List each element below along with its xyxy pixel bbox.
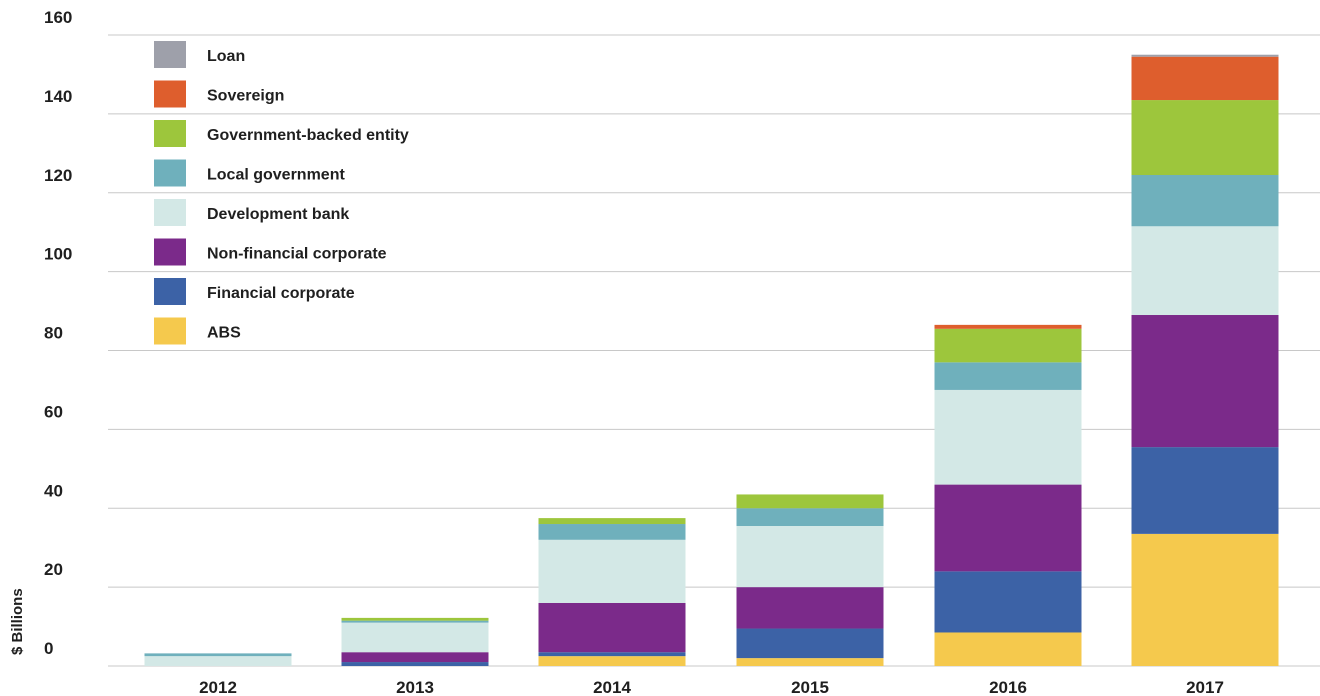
gridlines [108, 34, 1320, 667]
legend-label-non-financial-corporate: Non-financial corporate [207, 246, 387, 263]
bar-segment-2014-government-backed-entity [538, 518, 686, 525]
bar-segment-2017-sovereign [1131, 56, 1279, 101]
bar-segment-2017-development-bank [1131, 226, 1279, 316]
bar-segment-2016-abs [934, 632, 1082, 666]
legend-swatch-abs [154, 317, 186, 345]
bar-segment-2016-government-backed-entity [934, 328, 1082, 363]
bar-segment-2013-government-backed-entity [341, 617, 489, 621]
y-tick-label: 20 [44, 560, 63, 579]
bar-segment-2017-non-financial-corporate [1131, 315, 1279, 448]
bar-segment-2017-loan [1131, 54, 1279, 57]
bar-segment-2014-development-bank [538, 539, 686, 603]
bars [144, 54, 1279, 666]
x-axis-ticks: 2012 2013 2014 2015 2016 2017 [199, 678, 1224, 696]
x-tick-label: 2013 [396, 678, 434, 696]
bar-segment-2013-development-bank [341, 622, 489, 653]
bar-segment-2017-abs [1131, 533, 1279, 666]
bar-segment-2015-government-backed-entity [736, 494, 884, 509]
bar-segment-2012-development-bank [144, 656, 292, 666]
bar-segment-2012-local-government [144, 653, 292, 657]
legend-label-local-government: Local government [207, 167, 345, 184]
y-tick-label: 80 [44, 324, 63, 343]
bar-segment-2015-development-bank [736, 525, 884, 588]
y-tick-label: 40 [44, 481, 63, 500]
legend-label-financial-corporate: Financial corporate [207, 285, 355, 302]
y-axis-ticks: 0 20 40 60 80 100 120 140 160 [44, 8, 72, 658]
bar-segment-2015-financial-corporate [736, 628, 884, 659]
bar-segment-2014-non-financial-corporate [538, 602, 686, 653]
x-tick-label: 2015 [791, 678, 829, 696]
y-tick-label: 160 [44, 8, 72, 27]
legend-swatch-financial-corporate [154, 278, 186, 305]
x-tick-label: 2017 [1186, 678, 1224, 696]
legend-label-government-backed-entity: Government-backed entity [207, 127, 409, 144]
legend-swatch-loan [154, 41, 186, 68]
y-axis-label: $ Billions [9, 588, 26, 655]
bar-segment-2016-local-government [934, 362, 1082, 390]
bar-segment-2015-local-government [736, 508, 884, 526]
legend-label-abs: ABS [207, 325, 241, 342]
x-tick-label: 2016 [989, 678, 1027, 696]
bar-segment-2015-abs [736, 658, 884, 666]
y-tick-label: 120 [44, 166, 72, 185]
legend-swatch-government-backed-entity [154, 120, 186, 147]
bar-segment-2013-local-government [341, 620, 489, 623]
bar-segment-2017-local-government [1131, 175, 1279, 227]
bar-segment-2016-non-financial-corporate [934, 484, 1082, 572]
bar-segment-2014-abs [538, 656, 686, 666]
bar-segment-2017-financial-corporate [1131, 447, 1279, 534]
bar-segment-2016-development-bank [934, 389, 1082, 485]
legend-swatch-local-government [154, 159, 186, 187]
bar-segment-2016-financial-corporate [934, 571, 1082, 633]
x-tick-label: 2014 [593, 678, 631, 696]
legend-swatch-non-financial-corporate [154, 238, 186, 266]
legend-label-sovereign: Sovereign [207, 88, 284, 105]
legend-label-development-bank: Development bank [207, 206, 349, 223]
bar-segment-2016-sovereign [934, 324, 1082, 329]
legend-swatch-development-bank [154, 199, 186, 226]
bar-segment-2015-non-financial-corporate [736, 587, 884, 629]
y-tick-label: 60 [44, 402, 63, 421]
bar-segment-2017-government-backed-entity [1131, 100, 1279, 176]
legend-label-loan: Loan [207, 48, 245, 65]
x-tick-label: 2012 [199, 678, 237, 696]
bar-segment-2014-financial-corporate [538, 652, 686, 657]
bar-segment-2013-non-financial-corporate [341, 652, 489, 663]
y-tick-label: 100 [44, 245, 72, 264]
legend: Loan Sovereign Government-backed entity Loc… [154, 41, 409, 345]
bar-segment-2013-financial-corporate [341, 662, 489, 666]
y-tick-label: 0 [44, 639, 53, 658]
y-tick-label: 140 [44, 87, 72, 106]
bar-segment-2014-local-government [538, 524, 686, 540]
legend-swatch-sovereign [154, 80, 186, 108]
